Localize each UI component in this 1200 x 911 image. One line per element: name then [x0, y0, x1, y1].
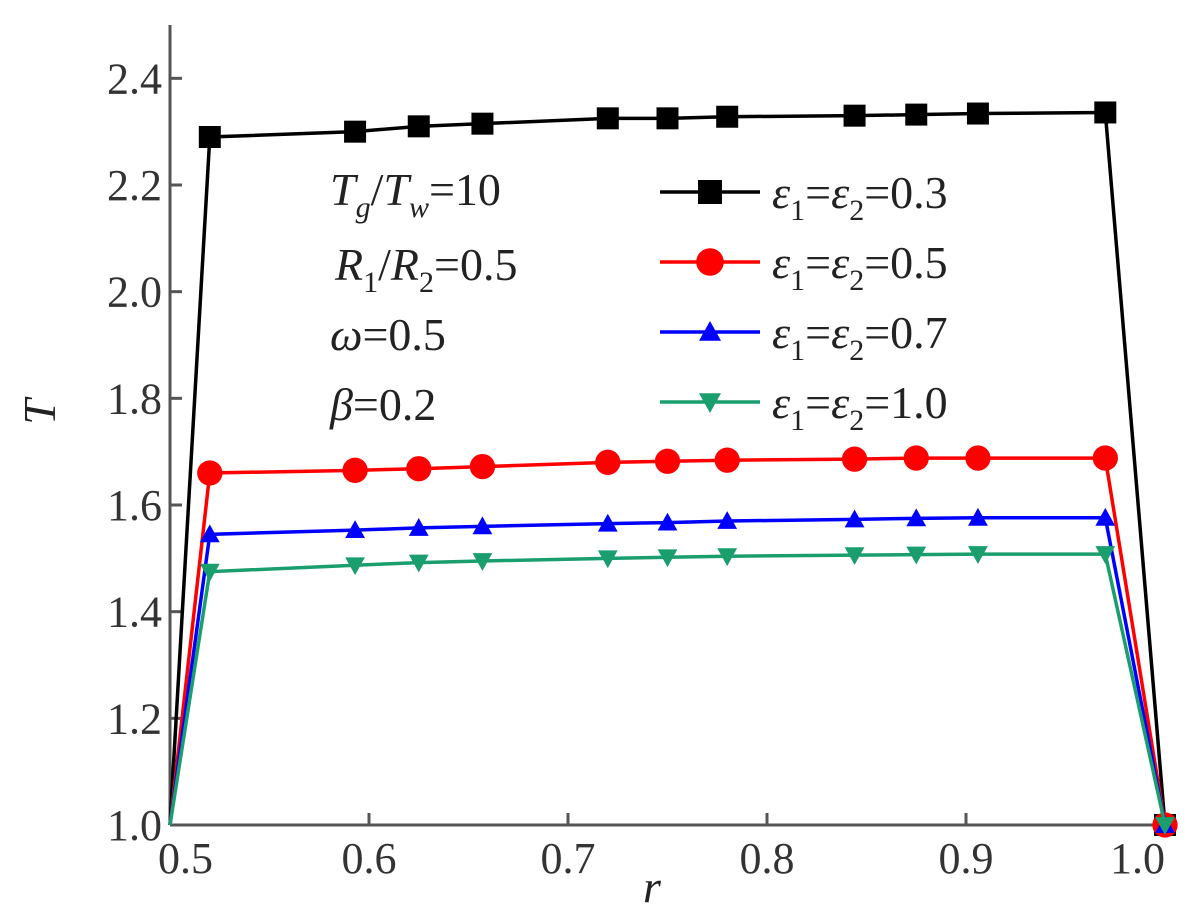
y-tick-label: 1.8: [107, 374, 162, 423]
data-point-triangle-up: [597, 513, 618, 532]
data-point-circle: [965, 445, 991, 471]
data-point-square: [966, 102, 989, 125]
data-point-triangle-up: [844, 509, 865, 528]
data-point-triangle-up: [717, 511, 738, 529]
series-2: [168, 445, 1178, 838]
data-point-circle: [714, 447, 740, 473]
data-point-triangle-up: [699, 321, 721, 341]
y-tick-label: 1.4: [107, 588, 162, 637]
x-tick-label: 1.0: [1110, 834, 1165, 883]
series-layer: [168, 101, 1178, 838]
data-point-square: [1094, 101, 1117, 124]
data-point-triangle-down: [717, 548, 738, 567]
data-point-circle: [469, 453, 496, 480]
x-tick-label: 0.5: [158, 834, 213, 883]
data-point-triangle-up: [906, 508, 927, 527]
data-point-square: [596, 107, 619, 130]
legend-entry: ε1=ε2=0.5: [660, 237, 948, 297]
y-tick-label: 2.4: [107, 54, 162, 103]
data-point-circle: [197, 460, 223, 486]
x-tick-label: 0.6: [342, 834, 397, 883]
data-point-triangle-down: [699, 393, 721, 413]
legend-entry: ε1=ε2=0.3: [660, 167, 948, 227]
data-point-triangle-up: [345, 520, 365, 538]
data-point-square: [905, 103, 928, 126]
data-point-triangle-down: [844, 547, 865, 566]
legend-label: ε1=ε2=1.0: [772, 377, 948, 437]
series-line: [168, 552, 1167, 826]
legend-entry: ε1=ε2=1.0: [660, 377, 948, 437]
data-point-triangle-up: [968, 507, 988, 526]
data-point-circle: [406, 456, 432, 482]
data-point-square: [198, 126, 221, 148]
data-point-circle: [903, 445, 929, 471]
y-tick-label: 1.6: [107, 481, 162, 530]
data-point-circle: [654, 448, 681, 474]
y-tick-label: 1.2: [107, 694, 162, 743]
annotation-omega: ω=0.5: [330, 309, 446, 360]
data-point-triangle-up: [657, 512, 678, 531]
y-tick-label: 2.0: [107, 268, 162, 317]
data-point-triangle-down: [657, 549, 678, 568]
data-point-triangle-down: [345, 557, 365, 576]
data-point-triangle-up: [408, 518, 429, 536]
data-point-triangle-down: [906, 546, 927, 565]
data-point-square: [843, 104, 866, 127]
legend-label: ε1=ε2=0.5: [772, 237, 948, 297]
series-4: [168, 546, 1175, 835]
data-point-square: [716, 105, 739, 128]
data-point-triangle-down: [1095, 546, 1116, 564]
y-tick-label: 2.2: [107, 161, 162, 210]
series-1: [168, 101, 1176, 836]
data-point-square: [344, 120, 367, 143]
data-point-circle: [1092, 445, 1118, 471]
x-tick-label: 0.8: [740, 834, 795, 883]
data-point-triangle-up: [472, 516, 493, 535]
data-point-circle: [342, 457, 368, 483]
legend-label: ε1=ε2=0.7: [772, 307, 948, 367]
legend: ε1=ε2=0.3 ε1=ε2=0.5 ε1=ε2=0.7 ε1=ε2=1.0: [660, 167, 948, 437]
data-point-circle: [841, 446, 868, 472]
legend-entry: ε1=ε2=0.7: [660, 307, 948, 367]
y-ticks: 1.0 1.2 1.4 1.6 1.8 2.0 2.2 2.4: [107, 54, 182, 850]
parameter-annotations: Tg/Tw=10 R1/R2=0.5 ω=0.5 β=0.2: [329, 164, 517, 430]
axes: [168, 25, 1165, 827]
data-point-triangle-down: [1155, 817, 1175, 835]
data-point-triangle-down: [472, 553, 493, 571]
data-point-square: [471, 112, 494, 135]
x-axis-title: r: [643, 861, 662, 911]
y-tick-label: 1.0: [107, 801, 162, 850]
data-point-square: [656, 107, 679, 130]
data-point-triangle-down: [408, 554, 429, 573]
annotation-radius-ratio: R1/R2=0.5: [334, 239, 517, 299]
annotation-temperature-ratio: Tg/Tw=10: [330, 164, 501, 224]
data-point-circle: [696, 248, 724, 276]
data-point-triangle-up: [199, 524, 220, 543]
data-point-square: [698, 180, 722, 204]
legend-label: ε1=ε2=0.3: [772, 167, 948, 227]
x-tick-label: 0.7: [541, 834, 596, 883]
data-point-circle: [595, 449, 621, 475]
data-point-triangle-down: [968, 546, 988, 564]
data-point-triangle-up: [1095, 507, 1116, 526]
annotation-beta: β=0.2: [329, 379, 436, 430]
data-point-triangle-down: [199, 563, 220, 582]
x-tick-label: 0.9: [939, 834, 994, 883]
x-ticks: 0.5 0.6 0.7 0.8 0.9 1.0: [158, 813, 1167, 883]
data-point-triangle-down: [597, 550, 618, 569]
series-3: [168, 507, 1175, 833]
data-point-square: [407, 115, 430, 138]
y-axis-title: T: [14, 396, 65, 425]
